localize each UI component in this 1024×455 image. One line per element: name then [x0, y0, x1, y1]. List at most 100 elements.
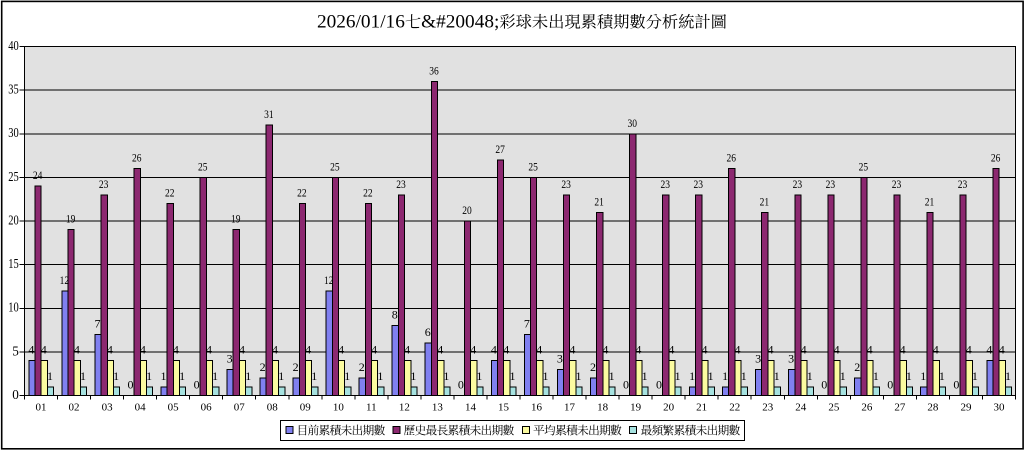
svg-text:15: 15 [498, 402, 510, 414]
svg-text:1: 1 [113, 369, 119, 383]
svg-text:1: 1 [47, 369, 53, 383]
svg-text:1: 1 [278, 369, 284, 383]
svg-text:1: 1 [344, 369, 350, 383]
svg-text:1: 1 [609, 369, 615, 383]
svg-text:27: 27 [495, 142, 505, 156]
svg-text:26: 26 [861, 402, 873, 414]
svg-text:1: 1 [906, 369, 912, 383]
svg-text:1: 1 [443, 369, 449, 383]
svg-text:23: 23 [694, 177, 704, 191]
svg-text:25: 25 [330, 159, 340, 173]
svg-text:2: 2 [590, 360, 596, 374]
svg-text:4: 4 [239, 343, 245, 357]
svg-text:17: 17 [564, 402, 576, 414]
svg-text:1: 1 [873, 369, 879, 383]
svg-text:11: 11 [366, 402, 377, 414]
svg-text:1: 1 [311, 369, 317, 383]
svg-text:4: 4 [107, 343, 113, 357]
svg-text:4: 4 [74, 343, 80, 357]
svg-text:36: 36 [429, 63, 439, 77]
svg-text:10: 10 [333, 402, 345, 414]
svg-text:0: 0 [887, 378, 893, 392]
svg-text:1: 1 [689, 369, 695, 383]
svg-text:4: 4 [933, 343, 939, 357]
svg-text:1: 1 [509, 369, 515, 383]
svg-text:23: 23 [99, 177, 109, 191]
svg-text:22: 22 [729, 402, 740, 414]
svg-text:6: 6 [425, 325, 431, 339]
svg-text:40: 40 [8, 38, 19, 53]
svg-text:7: 7 [94, 316, 100, 330]
svg-text:4: 4 [999, 343, 1005, 357]
svg-text:4: 4 [834, 343, 840, 357]
svg-text:06: 06 [201, 402, 213, 414]
svg-text:27: 27 [894, 402, 906, 414]
svg-text:1: 1 [920, 369, 926, 383]
svg-text:0: 0 [821, 378, 827, 392]
svg-text:4: 4 [701, 343, 707, 357]
svg-text:1: 1 [708, 369, 714, 383]
svg-text:25: 25 [528, 159, 538, 173]
svg-text:4: 4 [173, 343, 179, 357]
svg-text:23: 23 [793, 177, 803, 191]
svg-text:01: 01 [36, 402, 47, 414]
svg-text:1: 1 [476, 369, 482, 383]
svg-text:10: 10 [8, 300, 19, 315]
svg-text:19: 19 [231, 212, 241, 226]
svg-text:1: 1 [774, 369, 780, 383]
svg-text:0: 0 [656, 378, 662, 392]
svg-text:4: 4 [536, 343, 542, 357]
svg-text:2026/01/16: 2026/01/16 [317, 12, 405, 33]
svg-text:4: 4 [206, 343, 212, 357]
svg-text:23: 23 [826, 177, 836, 191]
svg-text:31: 31 [264, 107, 274, 121]
svg-text:08: 08 [267, 402, 279, 414]
svg-text:4: 4 [371, 343, 377, 357]
svg-text:4: 4 [635, 343, 641, 357]
svg-text:1: 1 [939, 369, 945, 383]
svg-text:1: 1 [80, 369, 86, 383]
svg-text:1: 1 [161, 369, 167, 383]
svg-text:23: 23 [762, 402, 774, 414]
svg-text:4: 4 [41, 343, 47, 357]
svg-text:0: 0 [458, 378, 464, 392]
svg-text:4: 4 [491, 343, 497, 357]
svg-text:1: 1 [840, 369, 846, 383]
svg-text:2: 2 [359, 360, 365, 374]
svg-text:1: 1 [741, 369, 747, 383]
svg-text:21: 21 [925, 194, 935, 208]
svg-text:4: 4 [272, 343, 278, 357]
svg-text:13: 13 [432, 402, 444, 414]
svg-text:05: 05 [168, 402, 180, 414]
svg-text:0: 0 [623, 378, 629, 392]
svg-text:1: 1 [722, 369, 728, 383]
svg-text:04: 04 [135, 402, 147, 414]
svg-text:02: 02 [69, 402, 80, 414]
svg-text:03: 03 [102, 402, 114, 414]
svg-text:35: 35 [8, 82, 19, 97]
svg-text:29: 29 [960, 402, 972, 414]
svg-text:1: 1 [146, 369, 152, 383]
svg-text:4: 4 [437, 343, 443, 357]
svg-text:23: 23 [396, 177, 406, 191]
svg-text:4: 4 [668, 343, 674, 357]
svg-text:20: 20 [663, 402, 675, 414]
svg-text:30: 30 [8, 125, 19, 140]
svg-text:25: 25 [8, 169, 19, 184]
svg-text:12: 12 [324, 273, 334, 287]
svg-text:4: 4 [28, 343, 34, 357]
svg-text:8: 8 [392, 308, 398, 322]
svg-text:18: 18 [597, 402, 609, 414]
svg-text:3: 3 [557, 351, 563, 365]
svg-text:5: 5 [12, 343, 19, 358]
svg-text:16: 16 [531, 402, 543, 414]
svg-text:25: 25 [859, 159, 869, 173]
svg-text:0: 0 [953, 378, 959, 392]
svg-text:20: 20 [462, 203, 472, 217]
svg-text:28: 28 [927, 402, 939, 414]
svg-text:4: 4 [569, 343, 575, 357]
svg-text:3: 3 [788, 351, 794, 365]
svg-text:4: 4 [338, 343, 344, 357]
svg-text:14: 14 [465, 402, 477, 414]
svg-text:09: 09 [300, 402, 312, 414]
